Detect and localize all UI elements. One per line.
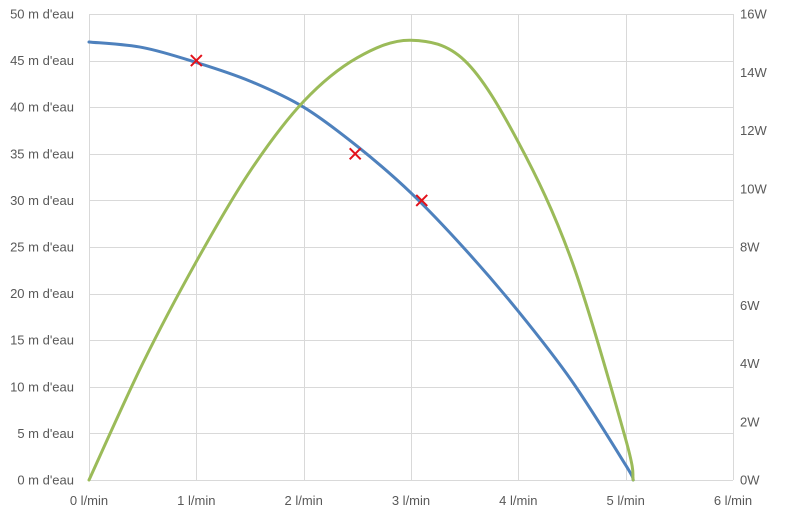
gridlines	[89, 14, 734, 481]
y-tick-label: 50 m d'eau	[10, 7, 74, 22]
y2-tick-label: 12W	[740, 123, 767, 138]
y-tick-label: 0 m d'eau	[17, 473, 74, 488]
y2-tick-label: 8W	[740, 240, 760, 255]
y-tick-label: 20 m d'eau	[10, 286, 74, 301]
y-tick-label: 35 m d'eau	[10, 146, 74, 161]
x-tick-label: 0 l/min	[70, 493, 108, 508]
measurement-markers	[190, 54, 428, 207]
y2-tick-label: 16W	[740, 7, 767, 22]
y2-tick-label: 6W	[740, 298, 760, 313]
x-tick-label: 2 l/min	[285, 493, 323, 508]
y2-tick-label: 0W	[740, 473, 760, 488]
y2-tick-label: 2W	[740, 414, 760, 429]
y-tick-label: 40 m d'eau	[10, 100, 74, 115]
x-tick-label: 5 l/min	[607, 493, 645, 508]
x-marker	[415, 194, 428, 207]
y-tick-label: 30 m d'eau	[10, 193, 74, 208]
power-curve-line	[87, 38, 635, 482]
y-tick-label: 10 m d'eau	[10, 379, 74, 394]
x-tick-label: 4 l/min	[499, 493, 537, 508]
y2-tick-label: 4W	[740, 356, 760, 371]
series-lines	[87, 38, 635, 482]
y-tick-label: 25 m d'eau	[10, 240, 74, 255]
head-curve-line	[87, 40, 635, 482]
y-tick-label: 45 m d'eau	[10, 53, 74, 68]
x-tick-label: 3 l/min	[392, 493, 430, 508]
y2-tick-label: 14W	[740, 65, 767, 80]
x-tick-label: 6 l/min	[714, 493, 752, 508]
x-marker	[348, 147, 362, 161]
x-tick-label: 1 l/min	[177, 493, 215, 508]
y-tick-label: 15 m d'eau	[10, 333, 74, 348]
axis-tick-labels: 0 m d'eau 5 m d'eau 10 m d'eau 15 m d'eau 20…	[10, 7, 767, 509]
x-marker	[190, 54, 203, 67]
y-tick-label: 5 m d'eau	[17, 426, 74, 441]
y2-tick-label: 10W	[740, 181, 767, 196]
